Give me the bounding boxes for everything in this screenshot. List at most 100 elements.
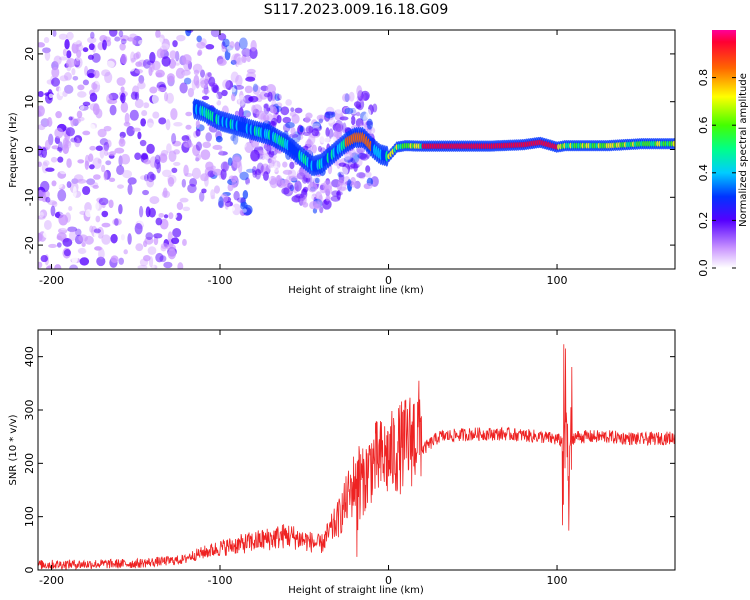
spectrogram-blob xyxy=(149,196,160,205)
spectrogram-blob xyxy=(120,153,131,165)
spectrogram-blob xyxy=(54,127,64,139)
spectrogram-blob xyxy=(357,152,367,159)
spectrogram-blob xyxy=(335,106,343,114)
spectrogram-blob xyxy=(102,143,109,152)
spectrogram-blob xyxy=(236,197,246,203)
spectrogram-blob xyxy=(89,92,98,103)
spectrogram-blob xyxy=(201,188,207,194)
spectrogram-blob xyxy=(69,264,79,269)
colorbar-tick-label: 0.8 xyxy=(697,69,710,87)
snr-x-tick-label: -100 xyxy=(208,574,233,587)
spectrogram-blob xyxy=(65,127,75,137)
spectrogram-blob xyxy=(365,108,372,119)
spectrogram-blob xyxy=(189,22,195,29)
spectrogram-blob xyxy=(126,125,135,137)
spectrogram-blob xyxy=(64,84,74,94)
colorbar: 0.0 0.2 0.4 0.6 0.8 Normalized spectral ampl… xyxy=(697,30,749,277)
spectrogram-blob xyxy=(56,235,62,241)
spectrogram-blob xyxy=(66,50,72,59)
spectrogram-blob xyxy=(195,128,201,137)
spectrogram-blob xyxy=(68,116,73,121)
spectrogram-blob xyxy=(354,147,363,153)
spectrogram-blob xyxy=(118,247,124,258)
spectrogram-blob xyxy=(233,136,242,144)
spectrogram-blob xyxy=(45,196,51,203)
spectrogram-blob xyxy=(54,264,62,269)
spectrogram-blob xyxy=(71,42,79,54)
spectrogram-blob xyxy=(301,188,308,196)
spectrogram-blob xyxy=(50,205,56,217)
spectrogram-blob xyxy=(248,95,259,103)
spectrogram-blob xyxy=(346,179,352,192)
spectrogram-blob xyxy=(288,133,299,138)
spectrogram-blob xyxy=(344,150,353,161)
spectrogram-blob xyxy=(362,92,369,101)
spectrogram-blob xyxy=(215,135,223,143)
spectrogram-blob xyxy=(62,90,68,97)
spectrogram-blob xyxy=(76,178,87,184)
spectrogram-blob xyxy=(138,205,144,218)
spectrogram-blob xyxy=(213,185,221,194)
spectrogram-blob xyxy=(38,42,46,48)
spectrogram-blob xyxy=(48,243,57,249)
spectrogram-x-tick-label: -200 xyxy=(39,274,64,287)
spectrogram-blob xyxy=(89,103,99,111)
spectrogram-blob xyxy=(193,74,200,86)
spectrogram-blob xyxy=(296,169,307,180)
spectrogram-blob xyxy=(266,84,277,95)
spectrogram-blob xyxy=(95,79,103,85)
spectrogram-blob xyxy=(306,138,312,147)
spectrogram-blob xyxy=(88,43,95,51)
spectrogram-blob xyxy=(166,143,172,154)
spectrogram-blob xyxy=(94,246,102,251)
spectrogram-blob xyxy=(78,234,88,242)
spectrogram-blob xyxy=(50,156,58,163)
spectrogram-blob xyxy=(200,173,209,182)
spectrogram-blob xyxy=(364,171,372,178)
spectrogram-blob xyxy=(156,48,165,59)
snr-series-line xyxy=(38,344,675,570)
spectrogram-blob xyxy=(38,123,46,131)
spectrogram-blob xyxy=(195,120,200,129)
snr-y-tick-label: 100 xyxy=(23,506,36,527)
spectrogram-blob xyxy=(57,141,63,153)
spectrogram-blob xyxy=(294,107,303,114)
spectrogram-blob xyxy=(298,166,307,177)
spectrogram-blob xyxy=(51,66,60,79)
spectrogram-blob xyxy=(213,155,221,168)
spectrogram-blob xyxy=(140,175,147,180)
spectrogram-blob xyxy=(82,185,91,196)
spectrogram-blob xyxy=(294,180,302,192)
spectrogram-blob xyxy=(212,92,219,104)
spectrogram-blob xyxy=(116,77,126,86)
snr-y-tick-label: 300 xyxy=(23,400,36,421)
spectrogram-blob xyxy=(157,86,166,92)
spectrogram-blob xyxy=(169,94,175,103)
spectrogram-blob xyxy=(260,163,271,174)
spectrogram-blob xyxy=(256,162,264,174)
spectrogram-blob xyxy=(282,116,292,124)
spectrogram-blob xyxy=(238,37,248,50)
spectrogram-blob xyxy=(95,145,103,151)
spectrogram-blob xyxy=(39,209,48,219)
spectrogram-blob xyxy=(207,72,212,78)
spectrogram-blob xyxy=(73,135,83,144)
spectrogram-blob xyxy=(66,220,72,231)
spectrogram-blob xyxy=(40,255,49,263)
spectrogram-blob xyxy=(59,166,68,175)
spectrogram-blob xyxy=(56,182,63,189)
spectrogram-blob xyxy=(53,55,62,66)
spectrogram-blob xyxy=(200,38,207,47)
spectrogram-blob xyxy=(44,50,51,61)
spectrogram-blob xyxy=(347,157,356,170)
spectrogram-blob xyxy=(119,94,125,102)
spectrogram-blob xyxy=(358,152,368,160)
spectrogram-blob xyxy=(82,47,89,53)
spectrogram-blob xyxy=(246,56,251,63)
spectrogram-blob xyxy=(141,110,148,117)
spectrogram-blob xyxy=(68,142,78,147)
spectrogram-blob xyxy=(138,74,145,84)
spectrogram-blob xyxy=(333,169,340,177)
spectrogram-blob xyxy=(324,111,334,119)
spectrogram-blob xyxy=(56,147,63,152)
